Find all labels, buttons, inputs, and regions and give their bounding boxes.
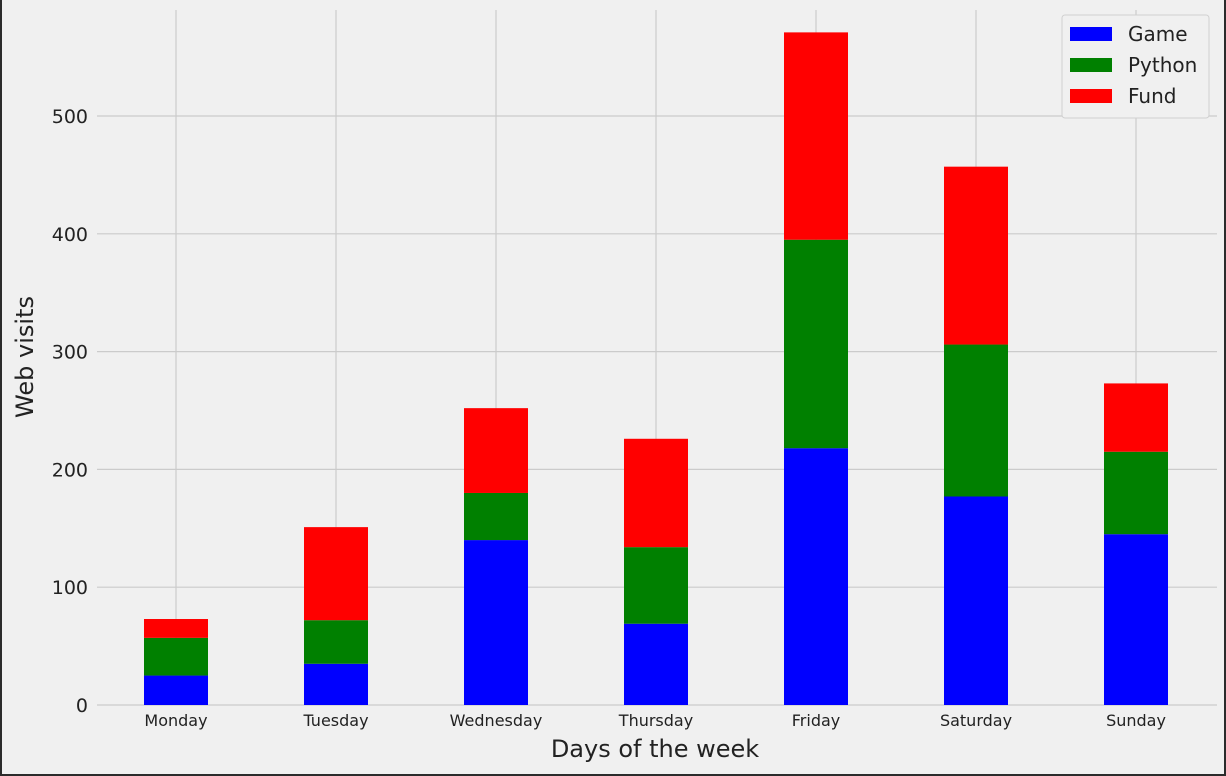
legend-swatch xyxy=(1070,89,1112,103)
x-tick-label: Saturday xyxy=(940,711,1012,730)
legend-entry-label: Python xyxy=(1128,53,1197,77)
legend-entry-label: Fund xyxy=(1128,84,1176,108)
bar-python xyxy=(464,492,528,541)
x-tick-label: Friday xyxy=(792,711,841,730)
bar-game xyxy=(304,663,368,705)
x-tick-label: Wednesday xyxy=(450,711,543,730)
y-tick-label: 0 xyxy=(76,695,88,717)
bar-fund xyxy=(144,619,208,638)
legend-swatch xyxy=(1070,58,1112,72)
legend: Game Python Fund xyxy=(1061,14,1210,119)
bar-python xyxy=(144,637,208,676)
x-tick-label: Monday xyxy=(144,711,207,730)
y-axis-label: Web visits xyxy=(11,296,39,418)
x-tick-label: Thursday xyxy=(618,711,693,730)
x-tick-label: Sunday xyxy=(1106,711,1166,730)
legend-swatch xyxy=(1070,27,1112,41)
bar-fund xyxy=(464,408,528,493)
bar-fund xyxy=(944,166,1008,345)
legend-entry-label: Game xyxy=(1128,22,1188,46)
bar-fund xyxy=(1104,383,1168,452)
y-tick-label: 200 xyxy=(52,459,88,481)
y-tick-label: 300 xyxy=(52,342,88,364)
bar-fund xyxy=(624,438,688,548)
bar-game xyxy=(944,496,1008,705)
bar-python xyxy=(304,620,368,664)
bar-python xyxy=(944,344,1008,497)
x-tick-labels: Monday Tuesday Wednesday Thursday Friday Satu… xyxy=(144,711,1166,730)
x-tick-label: Tuesday xyxy=(302,711,368,730)
bars xyxy=(144,32,1168,705)
bar-game xyxy=(624,623,688,705)
y-tick-labels: 0 100 200 300 400 500 xyxy=(52,106,88,717)
bar-game xyxy=(464,540,528,705)
bar-game xyxy=(784,448,848,705)
y-tick-label: 100 xyxy=(52,577,88,599)
y-tick-label: 400 xyxy=(52,224,88,246)
y-tick-label: 500 xyxy=(52,106,88,128)
bar-fund xyxy=(784,32,848,240)
bar-fund xyxy=(304,527,368,621)
x-axis-label: Days of the week xyxy=(551,735,759,763)
bar-python xyxy=(624,547,688,624)
bar-game xyxy=(144,675,208,705)
bar-python xyxy=(1104,451,1168,535)
bar-game xyxy=(1104,534,1168,705)
bar-python xyxy=(784,239,848,449)
